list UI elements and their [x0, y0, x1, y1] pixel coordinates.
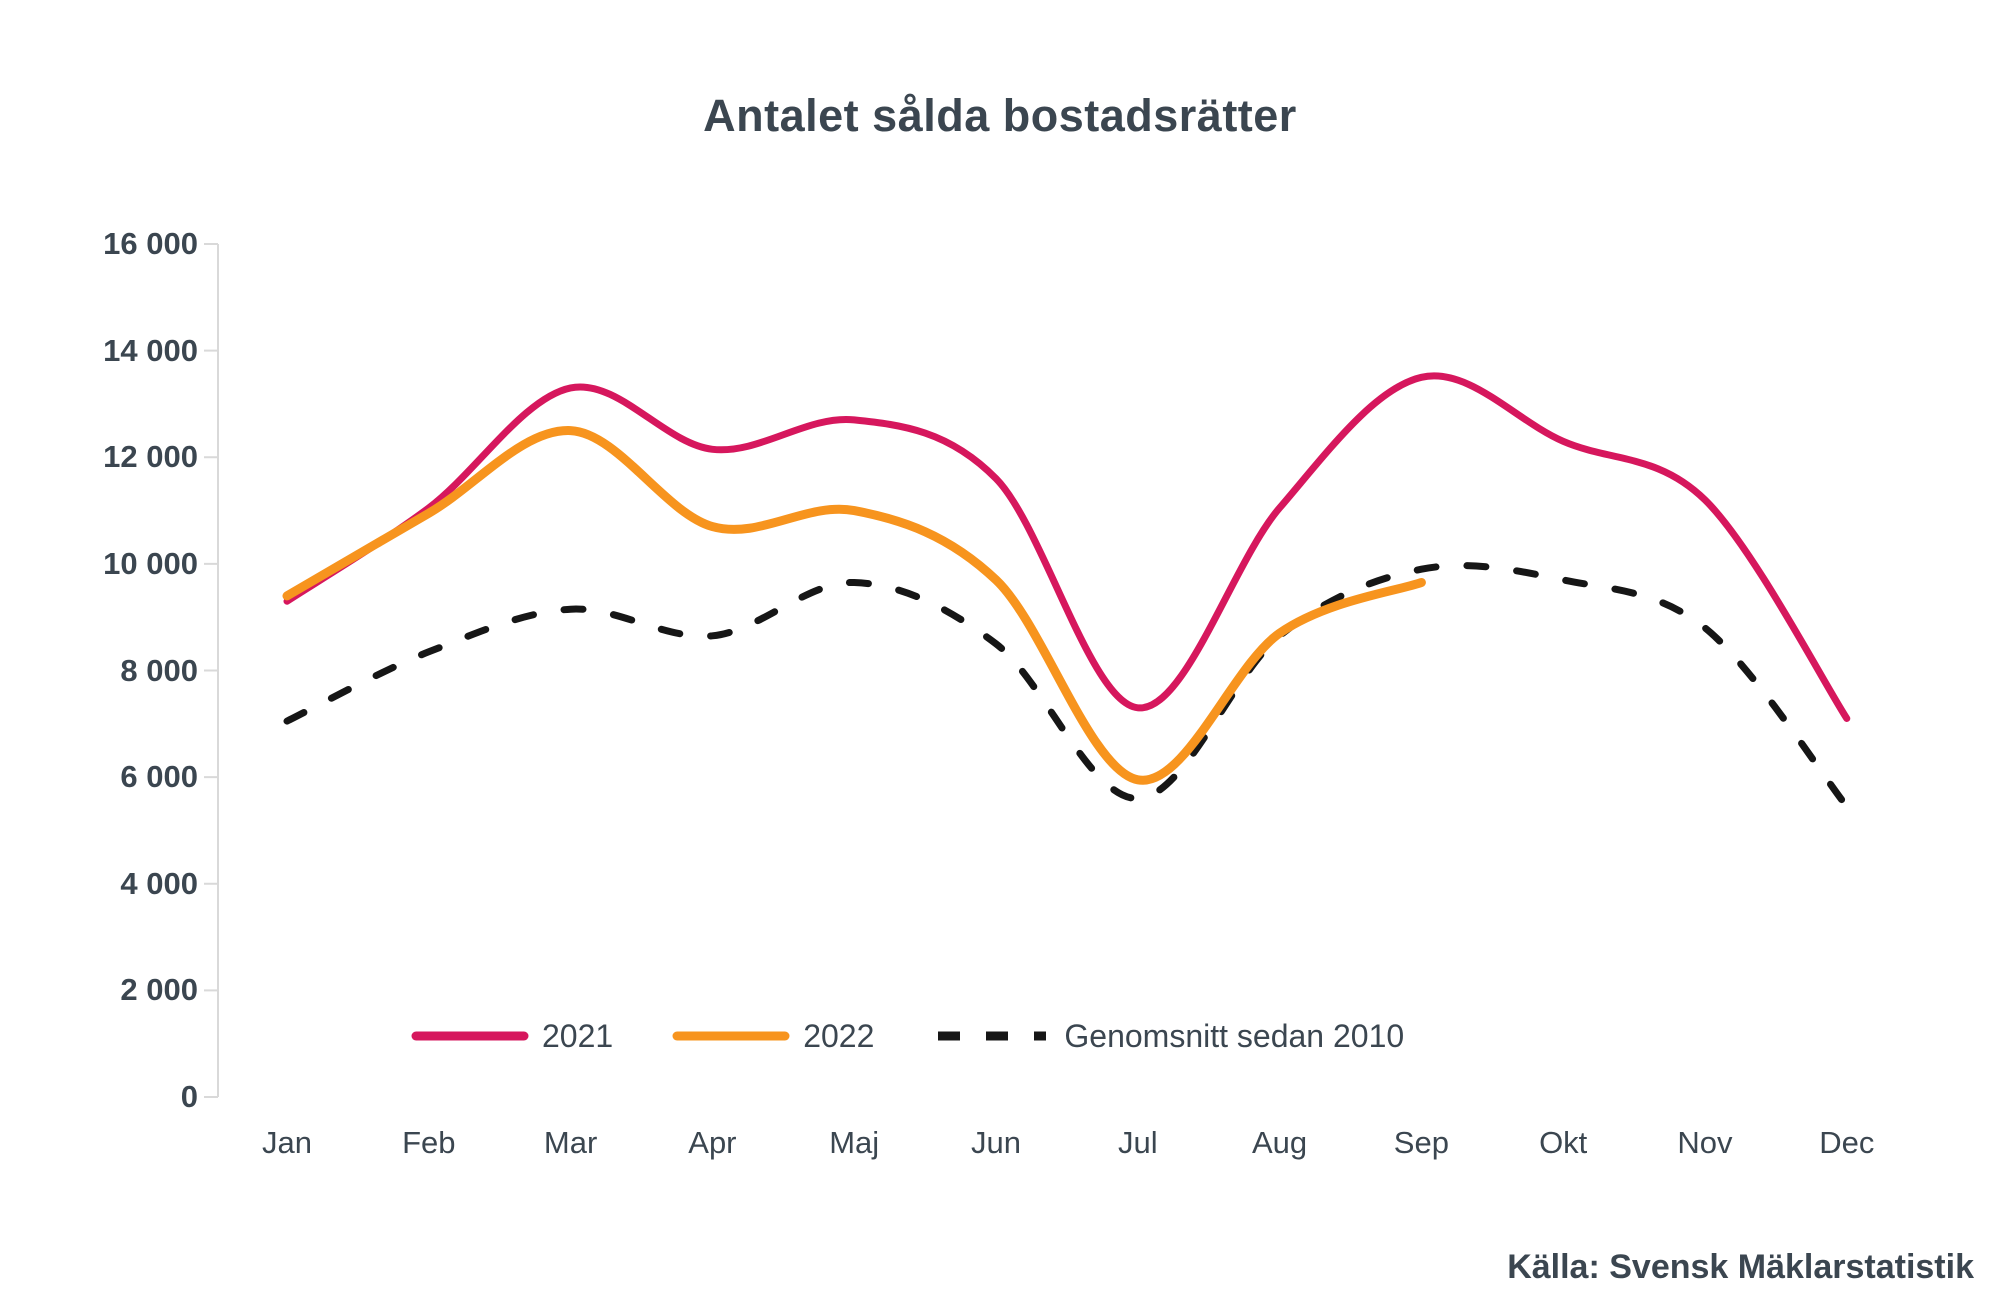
y-axis-label: 8 000 — [120, 652, 198, 688]
x-axis-label: Apr — [688, 1125, 737, 1160]
x-axis-label: Nov — [1677, 1125, 1733, 1160]
source-note: Källa: Svensk Mäklarstatistik — [1507, 1248, 1974, 1286]
chart-series — [282, 372, 1851, 810]
chart-legend: 2021 2022 Genomsnitt sedan 2010 — [410, 1014, 1404, 1058]
x-axis-label: Jun — [971, 1125, 1021, 1160]
legend-dashed-line-icon — [938, 1031, 1047, 1041]
legend-label: 2021 — [542, 1017, 614, 1054]
legend-label: 2022 — [803, 1017, 875, 1054]
legend-label: Genomsnitt sedan 2010 — [1064, 1017, 1405, 1054]
legend-item-2021: 2021 — [410, 1018, 613, 1055]
y-axis-label: 6 000 — [120, 759, 198, 795]
x-axis-label: Aug — [1252, 1125, 1308, 1160]
y-axis-label: 12 000 — [103, 439, 198, 475]
x-axis-label: Feb — [402, 1125, 456, 1160]
y-axis — [204, 243, 219, 1098]
series-line-2021 — [283, 372, 1851, 722]
legend-line-icon — [411, 1031, 529, 1041]
chart-title: Antalet sålda bostadsrätter — [703, 90, 1297, 141]
x-axis-label: Jan — [262, 1125, 312, 1160]
series-line-genomsnitt-sedan-2010 — [283, 562, 1851, 810]
legend-item-genomsnitt-sedan-2010: Genomsnitt sedan 2010 — [932, 1018, 1404, 1055]
y-axis-label: 10 000 — [103, 545, 198, 581]
x-axis-label: Dec — [1819, 1125, 1875, 1160]
x-axis-label: Mar — [543, 1125, 598, 1160]
series-line-2022 — [282, 426, 1426, 785]
x-axis-label: Maj — [829, 1125, 880, 1160]
legend-item-2022: 2022 — [671, 1018, 874, 1055]
x-axis-label: Jul — [1117, 1125, 1158, 1160]
y-axis-label: 4 000 — [120, 865, 198, 901]
x-axis-label: Okt — [1539, 1125, 1588, 1160]
y-axis-label: 14 000 — [103, 332, 198, 368]
y-axis-label: 16 000 — [103, 226, 198, 261]
y-axis-label: 0 — [180, 1079, 198, 1114]
x-axis-label: Sep — [1393, 1125, 1449, 1160]
legend-line-icon — [672, 1031, 790, 1041]
y-axis-label: 2 000 — [120, 972, 198, 1008]
